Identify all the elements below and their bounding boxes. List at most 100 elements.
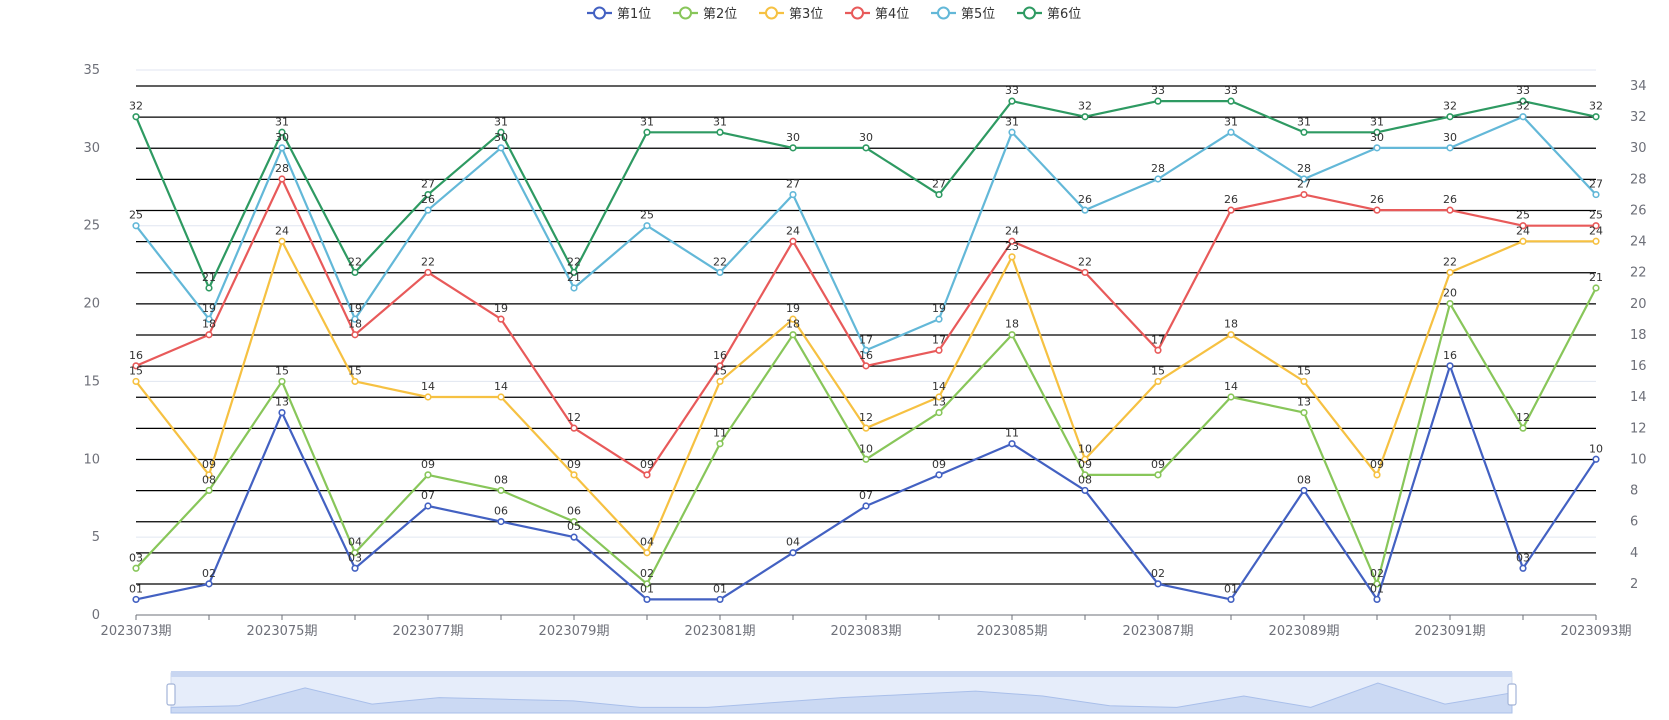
data-point[interactable] — [1373, 128, 1381, 136]
data-point[interactable] — [1373, 144, 1381, 152]
data-point[interactable] — [497, 315, 505, 323]
data-point[interactable] — [424, 268, 432, 277]
data-point[interactable] — [1154, 580, 1162, 588]
data-point[interactable] — [643, 222, 651, 230]
data-point[interactable] — [716, 268, 724, 277]
data-point[interactable] — [278, 144, 286, 152]
data-point[interactable] — [570, 517, 578, 526]
legend[interactable]: 第1位 第2位 第3位 第4位 第5位 第6位 — [587, 6, 1081, 22]
data-point[interactable] — [1300, 190, 1308, 199]
data-point[interactable] — [789, 315, 797, 323]
data-point[interactable] — [1519, 97, 1527, 105]
data-point[interactable] — [789, 549, 797, 557]
data-point[interactable] — [1519, 113, 1527, 121]
data-point[interactable] — [1446, 268, 1454, 277]
data-point[interactable] — [132, 564, 140, 572]
data-point[interactable] — [1373, 595, 1381, 604]
data-point[interactable] — [1227, 206, 1235, 214]
data-point[interactable] — [497, 517, 505, 526]
data-point[interactable] — [570, 268, 578, 277]
data-point[interactable] — [862, 455, 870, 463]
data-point[interactable] — [1446, 144, 1454, 152]
data-point[interactable] — [716, 128, 724, 136]
data-point[interactable] — [935, 346, 943, 354]
data-point[interactable] — [1008, 440, 1016, 448]
legend-item-5[interactable]: 第5位 — [931, 6, 995, 22]
data-point[interactable] — [424, 471, 432, 479]
data-point[interactable] — [570, 471, 578, 479]
data-point[interactable] — [278, 128, 286, 136]
data-point[interactable] — [862, 346, 870, 354]
data-point[interactable] — [351, 315, 359, 323]
data-point[interactable] — [643, 128, 651, 136]
data-point[interactable] — [789, 190, 797, 199]
data-point[interactable] — [1227, 331, 1235, 339]
data-point[interactable] — [351, 268, 359, 277]
data-point[interactable] — [1300, 175, 1308, 183]
data-point[interactable] — [1592, 284, 1600, 292]
data-point[interactable] — [205, 331, 213, 339]
data-point[interactable] — [1154, 97, 1162, 105]
data-point[interactable] — [132, 222, 140, 230]
data-point[interactable] — [278, 175, 286, 183]
data-point[interactable] — [1081, 113, 1089, 121]
data-point[interactable] — [1300, 128, 1308, 136]
data-point[interactable] — [1373, 580, 1381, 588]
data-point[interactable] — [862, 362, 870, 370]
data-point[interactable] — [1008, 128, 1016, 136]
data-point[interactable] — [1373, 471, 1381, 479]
data-point[interactable] — [570, 424, 578, 432]
data-point[interactable] — [789, 331, 797, 339]
data-point[interactable] — [351, 549, 359, 557]
data-point[interactable] — [935, 190, 943, 199]
legend-item-3[interactable]: 第3位 — [759, 6, 823, 22]
data-point[interactable] — [205, 486, 213, 495]
data-point[interactable] — [278, 237, 286, 245]
slider-move-handle[interactable] — [171, 671, 1512, 677]
data-point[interactable] — [935, 471, 943, 479]
data-point[interactable] — [862, 144, 870, 152]
data-point[interactable] — [789, 144, 797, 152]
data-point[interactable] — [1227, 595, 1235, 604]
data-point[interactable] — [205, 471, 213, 479]
data-point[interactable] — [497, 128, 505, 136]
data-point[interactable] — [424, 502, 432, 510]
data-point[interactable] — [497, 393, 505, 401]
data-point[interactable] — [424, 206, 432, 214]
data-point[interactable] — [643, 549, 651, 557]
data-point[interactable] — [497, 486, 505, 495]
data-point[interactable] — [1081, 455, 1089, 463]
data-point[interactable] — [1227, 393, 1235, 401]
data-point[interactable] — [1008, 253, 1016, 261]
data-point[interactable] — [1446, 113, 1454, 121]
data-point[interactable] — [570, 284, 578, 292]
data-point[interactable] — [132, 113, 140, 121]
legend-item-1[interactable]: 第1位 — [587, 6, 651, 22]
data-point[interactable] — [716, 362, 724, 370]
data-point[interactable] — [1227, 128, 1235, 136]
data-point[interactable] — [1154, 175, 1162, 183]
legend-item-6[interactable]: 第6位 — [1017, 6, 1081, 22]
data-point[interactable] — [424, 393, 432, 401]
legend-item-2[interactable]: 第2位 — [673, 6, 737, 22]
data-point[interactable] — [1373, 206, 1381, 214]
data-point[interactable] — [1519, 564, 1527, 572]
data-point[interactable] — [1300, 408, 1308, 417]
data-point[interactable] — [1446, 362, 1454, 370]
data-point[interactable] — [789, 237, 797, 245]
data-point[interactable] — [643, 580, 651, 588]
data-point[interactable] — [1008, 331, 1016, 339]
data-point[interactable] — [1008, 97, 1016, 105]
data-point[interactable] — [424, 190, 432, 199]
data-point[interactable] — [1519, 237, 1527, 245]
slider-right-handle[interactable] — [1507, 683, 1517, 706]
data-point[interactable] — [1081, 486, 1089, 495]
data-point[interactable] — [1446, 206, 1454, 214]
data-point[interactable] — [278, 377, 286, 386]
series-line-5[interactable] — [135, 115, 1597, 352]
data-point[interactable] — [205, 580, 213, 588]
data-point[interactable] — [351, 564, 359, 572]
data-point[interactable] — [935, 393, 943, 401]
data-point[interactable] — [1154, 471, 1162, 479]
data-point[interactable] — [862, 424, 870, 432]
